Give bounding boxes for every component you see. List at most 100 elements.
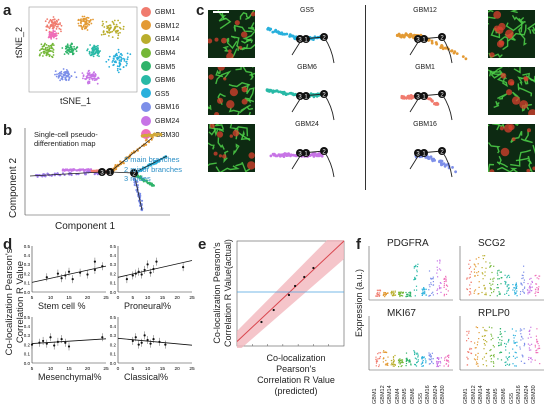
legend-swatch: [141, 6, 151, 17]
expression-point: [483, 348, 485, 350]
vessel-segment: [531, 26, 535, 35]
legend-label: GBM5: [155, 61, 176, 71]
expression-point: [497, 278, 499, 280]
panel-label-f: f: [356, 236, 361, 253]
expression-point: [530, 290, 532, 292]
expression-point: [530, 336, 532, 338]
legend-swatch: [141, 20, 151, 31]
data-point: [137, 343, 140, 346]
expression-point: [376, 360, 378, 362]
vessel-segment: [488, 124, 490, 127]
tsne-cell-gbm1: [59, 22, 61, 24]
expression-point: [470, 281, 472, 283]
pseudotime-cell: [78, 169, 81, 172]
trajectory-cell: [288, 92, 292, 95]
expression-point: [392, 294, 394, 296]
tsne-cell-gbm14: [100, 33, 103, 36]
trajectory-node-label: 2: [322, 92, 326, 98]
expression-point: [531, 359, 533, 361]
tsne-cell-gbm12: [85, 20, 88, 22]
data-point: [60, 277, 63, 280]
expression-point: [432, 358, 434, 360]
expression-point: [422, 288, 425, 290]
expression-point: [437, 288, 439, 290]
pseudotime-cell: [136, 180, 139, 183]
tsne-cell-gbm12: [87, 17, 90, 19]
pseudotime-cell: [62, 168, 65, 171]
tsne-cell-gbm14: [110, 26, 112, 29]
expression-point: [523, 342, 526, 344]
vessel-segment: [515, 155, 533, 165]
data-point: [86, 273, 89, 276]
expression-point: [398, 358, 400, 361]
pseudotime-cell: [119, 160, 122, 163]
trajectory-cell: [310, 153, 314, 157]
vessel-segment: [215, 69, 224, 78]
pseudotime-cell: [64, 168, 68, 171]
expression-point: [413, 267, 415, 269]
pseudotime-ylabel: Component 2: [8, 157, 19, 218]
tsne-cell-gbm14: [102, 23, 105, 25]
expression-point: [515, 352, 517, 354]
tumor-cell: [241, 98, 248, 105]
expression-point: [429, 295, 431, 297]
expression-point: [399, 363, 401, 365]
tsne-cell-gbm1: [55, 28, 58, 30]
expression-point: [470, 348, 473, 350]
expression-point: [468, 332, 470, 334]
expression-point: [491, 271, 493, 274]
trajectory-node-label: 3: [298, 37, 302, 43]
tumor-cell: [213, 151, 218, 156]
legend-label: GBM24: [155, 116, 180, 126]
pseudotime-cell: [139, 175, 142, 178]
tsne-cell-gbm24: [96, 77, 98, 80]
vessel-segment: [211, 124, 225, 137]
expression-point: [422, 365, 424, 367]
expression-point: [531, 290, 533, 292]
tsne-cell-gbm4: [52, 44, 55, 46]
trajectory-cell: [282, 155, 286, 158]
tsne-cell-gs5: [119, 68, 121, 70]
sample-tick-label: GBM12: [470, 385, 477, 404]
expression-point: [505, 349, 507, 351]
expression-point: [486, 365, 488, 367]
expression-point: [490, 361, 492, 363]
tsne-cell-gs5: [125, 64, 128, 67]
expression-point: [506, 275, 508, 277]
legend-item-gbm24: GBM24: [141, 114, 179, 128]
tsne-cell-gbm1: [53, 18, 56, 21]
pseudotime-cell: [144, 143, 147, 146]
pseudotime-cell: [82, 168, 85, 171]
tsne-cell-gbm14: [117, 37, 119, 40]
data-point: [272, 308, 275, 312]
expression-point: [484, 330, 486, 332]
tumor-cell: [500, 147, 510, 157]
expression-point: [429, 363, 431, 365]
expression-point: [445, 288, 447, 290]
tumor-cell: [222, 154, 227, 159]
tsne-cell-gbm12: [82, 19, 85, 22]
vessel-segment: [510, 10, 518, 14]
trajectory-cell: [440, 159, 444, 163]
tsne-cell-gbm16: [70, 75, 73, 77]
expression-point: [500, 351, 502, 353]
tsne-cell-gbm14: [115, 23, 118, 26]
tsne-cell-gbm14: [114, 30, 117, 33]
expression-point: [538, 286, 540, 288]
tsne-cell-gbm12: [92, 18, 94, 21]
trajectory-cell: [442, 162, 446, 166]
tsne-cell-gbm1: [60, 24, 63, 27]
x-tick-label: 25: [189, 295, 195, 301]
trajectory-cell: [430, 41, 434, 45]
expression-point: [440, 287, 442, 289]
trajectory-node-1: [420, 35, 428, 43]
x-tick-label: 5: [31, 295, 34, 301]
expression-point: [406, 358, 408, 360]
tsne-cell-gbm24: [91, 75, 94, 78]
expression-point: [504, 283, 506, 285]
expression-point: [523, 292, 525, 294]
microscopy-image-6: [488, 124, 535, 172]
expression-point: [408, 292, 410, 294]
data-point: [182, 266, 185, 269]
expression-point: [488, 326, 490, 328]
